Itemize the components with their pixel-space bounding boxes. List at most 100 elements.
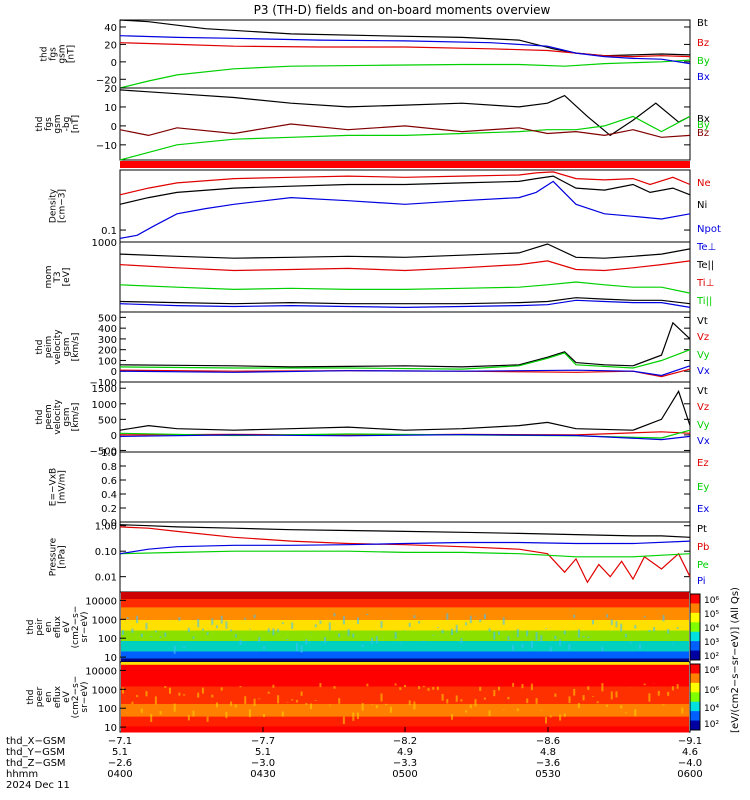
time-row-value: 0430 [250,769,275,780]
spectrogram-texture [281,622,284,625]
time-row-value: −8.2 [393,736,417,747]
spectrogram-texture [380,693,383,702]
series-line-Vy [119,349,691,370]
spectrogram-texture [159,711,162,715]
spectrogram-texture [446,613,449,620]
spectrogram-texture [530,683,533,691]
series-line-Pt [119,524,691,538]
y-axis-label: eV [62,620,72,633]
spectrogram-texture [465,710,468,713]
legend-entry: Bt [697,18,708,29]
spectrogram-texture [671,686,674,691]
spectrogram-band [121,662,689,666]
legend-entry: Bz [697,38,709,49]
spectrogram-texture [648,693,651,702]
series-line-Ti [119,243,691,259]
spectrogram-texture [178,692,181,696]
spectrogram-texture [601,683,604,692]
y-axis-label: [cm−3] [58,189,68,223]
time-row-value: −9.1 [678,736,702,747]
spectrogram-texture [648,629,651,633]
series-line-Ne [119,171,691,196]
spectrogram-texture [512,683,515,687]
colorbar-electrons [690,673,700,684]
series-line-Te⊥ [119,299,691,309]
spectrogram-texture [183,694,186,696]
y-tick-label: 1.0 [101,448,117,459]
y-axis-label: thd [35,410,45,425]
spectrogram-texture [371,704,374,706]
y-tick-label: 10 [104,103,117,114]
y-tick-label: 10 [104,653,117,664]
spectrogram-texture [451,714,453,720]
y-tick-label: 0.6 [101,476,117,487]
spectrogram-texture [286,639,289,641]
spectrogram-texture [507,636,510,641]
colorbar-tick-label: 10² [704,720,719,730]
panel-frame [119,381,691,453]
spectrogram-texture [197,618,200,628]
spectrogram-texture [310,703,312,710]
spectrogram-texture [183,646,186,649]
y-axis-label: peim [44,336,54,359]
spectrogram-texture [568,696,571,704]
time-row-value: 0400 [107,769,132,780]
spectrogram-texture [145,691,148,697]
spectrogram-texture [140,633,143,638]
spectrogram-texture [408,622,411,627]
y-axis-label: sr−eV) [80,681,90,712]
spectrogram-texture [371,637,374,644]
spectrogram-texture [150,714,153,723]
spectrogram-texture [540,635,543,643]
spectrogram-texture [474,615,477,617]
spectrogram-texture [357,617,359,625]
time-row-value: −3.6 [536,758,560,769]
spectrogram-band [121,651,689,659]
spectrogram-texture [441,693,444,701]
y-axis-label: velocity [53,399,63,435]
spectrogram-texture [422,640,425,642]
spectrogram-texture [568,643,571,650]
spectrogram-texture [610,619,613,625]
spectrogram-texture [291,699,294,701]
spectrogram-band [121,641,689,652]
time-row-label: thd_X−GSM [6,736,66,747]
spectrogram-texture [634,709,637,717]
colorbar-electrons [690,720,700,731]
colorbar-tick-label: 10⁴ [704,624,719,634]
spectrogram-texture [192,636,195,639]
spectrogram-texture [493,690,496,697]
legend-entry: Bz [697,128,709,139]
spectrogram-band [121,658,689,663]
legend-entry: Ey [697,482,709,493]
spectrogram-texture [596,701,599,704]
spectrogram-texture [366,613,369,616]
spectrogram-texture [432,634,435,636]
spectrogram-texture [305,702,308,705]
spectrogram-texture [427,688,430,691]
y-tick-label: 0.8 [101,462,117,473]
spectrogram-texture [460,638,463,644]
spectrogram-texture [230,701,233,706]
legend-entry: Vz [697,402,709,413]
spectrogram-texture [563,713,566,717]
series-line-Pi [119,540,691,555]
spectrogram-texture [676,627,679,630]
colorbar-electrons [690,711,700,722]
spectrogram-texture [267,691,270,694]
spectrogram-texture [154,696,157,705]
y-tick-label: 0 [111,58,117,69]
spectrogram-texture [131,628,134,633]
legend-entry: Bx [697,72,710,83]
spectrogram-texture [277,628,280,633]
spectrogram-texture [483,697,486,700]
spectrogram-texture [342,616,345,625]
spectrogram-texture [319,683,322,688]
spectrogram-texture [639,644,641,650]
colorbar-electrons [690,664,700,674]
spectrogram-band [121,686,689,705]
spectrogram-texture [549,647,552,652]
y-tick-label: 100 [98,356,117,367]
series-line-Ti⊥ [119,260,691,272]
spectrogram-texture [441,629,444,634]
